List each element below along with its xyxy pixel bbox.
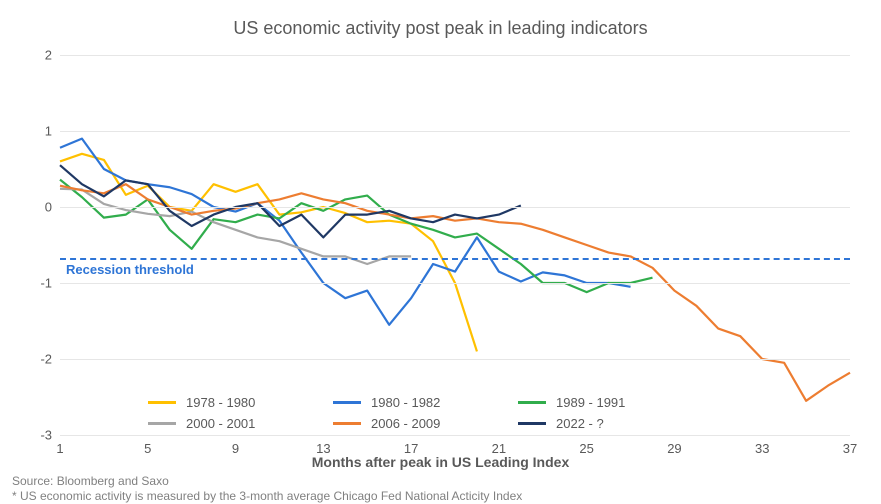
x-axis-label: Months after peak in US Leading Index — [0, 454, 881, 470]
legend: 1978 - 1980 1980 - 1982 1989 - 1991 2000 - … — [148, 395, 708, 431]
legend-item: 2022 - ? — [518, 416, 703, 431]
legend-label: 1989 - 1991 — [556, 395, 625, 410]
legend-item: 2000 - 2001 — [148, 416, 333, 431]
legend-swatch — [148, 401, 176, 404]
gridline — [60, 131, 850, 132]
legend-swatch — [333, 422, 361, 425]
legend-swatch — [518, 401, 546, 404]
y-tick-label: -1 — [40, 276, 52, 291]
y-tick-label: 1 — [45, 124, 52, 139]
legend-item: 2006 - 2009 — [333, 416, 518, 431]
chart-svg — [60, 55, 850, 435]
series-line — [60, 165, 521, 237]
legend-label: 1980 - 1982 — [371, 395, 440, 410]
legend-label: 1978 - 1980 — [186, 395, 255, 410]
recession-threshold-label: Recession threshold — [66, 262, 194, 277]
source-line-2: * US economic activity is measured by th… — [12, 489, 522, 503]
legend-item: 1989 - 1991 — [518, 395, 703, 410]
chart-container: US economic activity post peak in leadin… — [0, 0, 881, 504]
legend-swatch — [518, 422, 546, 425]
series-line — [60, 189, 411, 264]
gridline — [60, 435, 850, 436]
legend-item: 1978 - 1980 — [148, 395, 333, 410]
legend-swatch — [333, 401, 361, 404]
y-tick-label: 0 — [45, 200, 52, 215]
plot-area: -3-2-101215913172125293337Recession thre… — [60, 55, 850, 435]
legend-label: 2000 - 2001 — [186, 416, 255, 431]
source-line-1: Source: Bloomberg and Saxo — [12, 474, 169, 488]
chart-title: US economic activity post peak in leadin… — [0, 18, 881, 39]
gridline — [60, 359, 850, 360]
y-tick-label: -3 — [40, 428, 52, 443]
legend-label: 2022 - ? — [556, 416, 604, 431]
legend-item: 1980 - 1982 — [333, 395, 518, 410]
y-tick-label: 2 — [45, 48, 52, 63]
gridline — [60, 283, 850, 284]
recession-threshold-line — [60, 258, 850, 260]
gridline — [60, 55, 850, 56]
legend-label: 2006 - 2009 — [371, 416, 440, 431]
y-tick-label: -2 — [40, 352, 52, 367]
gridline — [60, 207, 850, 208]
legend-swatch — [148, 422, 176, 425]
